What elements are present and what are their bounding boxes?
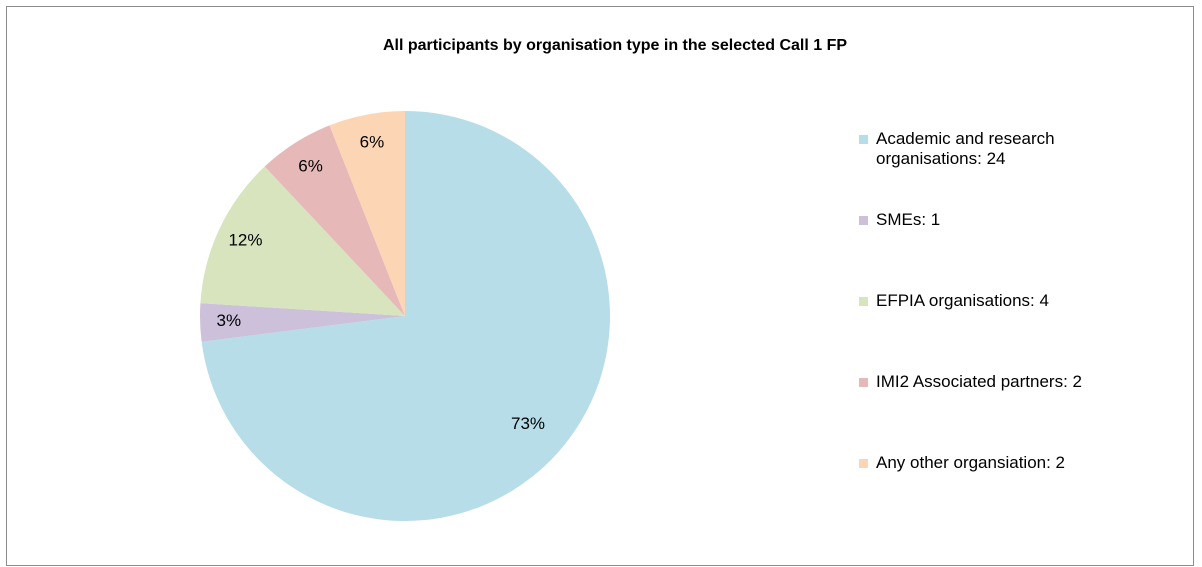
legend-item: SMEs: 1	[859, 210, 1116, 230]
legend-swatch	[859, 135, 868, 144]
chart: All participants by organisation type in…	[200, 37, 847, 521]
legend-item: EFPIA organisations: 4	[859, 291, 1116, 311]
legend-label: SMEs: 1	[876, 210, 941, 229]
legend-label: Academic and research organisations: 24	[876, 129, 1055, 168]
chart-frame: All participants by organisation type in…	[6, 6, 1194, 566]
legend-item: Any other organsiation: 2	[859, 453, 1116, 473]
legend-label: EFPIA organisations: 4	[876, 291, 1049, 310]
legend-swatch	[859, 378, 868, 387]
legend-swatch	[859, 459, 868, 468]
chart-title: All participants by organisation type in…	[383, 37, 847, 54]
pie-slice	[264, 125, 405, 317]
data-label: 73%	[511, 414, 545, 433]
legend-item: Academic and research organisations: 24	[859, 129, 1116, 169]
legend-label: IMI2 Associated partners: 2	[876, 372, 1082, 391]
legend-swatch	[859, 216, 868, 225]
data-label: 12%	[228, 230, 262, 249]
pie-slice	[201, 111, 610, 521]
pie-slice	[200, 166, 405, 316]
legend-label: Any other organsiation: 2	[876, 453, 1066, 472]
data-label: 6%	[298, 157, 323, 176]
pie-slice	[329, 111, 405, 316]
data-label: 6%	[360, 132, 385, 151]
pie-slice	[200, 303, 405, 342]
legend-swatch	[859, 297, 868, 306]
legend-item: IMI2 Associated partners: 2	[859, 372, 1116, 392]
data-label: 3%	[216, 311, 241, 330]
